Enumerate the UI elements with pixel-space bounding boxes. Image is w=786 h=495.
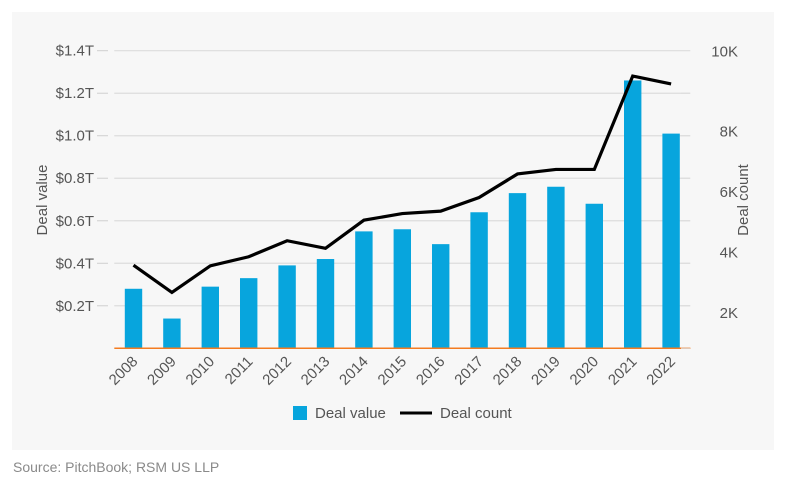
- left-tick-label: $0.4T: [56, 255, 94, 272]
- bar-2010: [201, 286, 219, 349]
- bar-2022: [662, 133, 680, 349]
- left-tick-label: $1.0T: [56, 128, 94, 145]
- left-tick-label: $1.2T: [56, 85, 94, 102]
- bar-2011: [240, 278, 258, 349]
- right-axis-ticks: 2K 4K 6K 8K 10K: [681, 44, 738, 349]
- legend-swatch-deal-value: [293, 406, 307, 420]
- right-tick-label: 8K: [720, 124, 738, 141]
- right-tick-label: 2K: [720, 305, 738, 322]
- bar-2021: [624, 80, 642, 349]
- bar-2016: [432, 244, 450, 349]
- left-tick-label: $1.4T: [56, 43, 94, 60]
- bar-2012: [278, 265, 296, 349]
- legend-label-deal-value: Deal value: [315, 405, 386, 422]
- legend-label-deal-count: Deal count: [440, 405, 513, 422]
- bar-2008: [124, 288, 143, 349]
- bar-2013: [316, 259, 335, 349]
- right-axis-title: Deal count: [735, 163, 752, 236]
- bar-2014: [355, 231, 373, 349]
- right-tick-label: 6K: [720, 184, 738, 201]
- chart-panel: [12, 12, 774, 450]
- right-tick-label: 4K: [720, 245, 738, 262]
- left-tick-label: $0.2T: [56, 298, 94, 315]
- bar-2019: [547, 186, 565, 349]
- legend: Deal value Deal count: [293, 405, 513, 422]
- deal-count-line: [132, 74, 672, 295]
- left-tick-label: $0.8T: [56, 170, 94, 187]
- left-axis-ticks: $0.2T $0.4T $0.6T $0.8T $1.0T $1.2T $1.4T: [56, 43, 108, 315]
- left-axis-title: Deal value: [34, 165, 51, 236]
- bar-2017: [470, 212, 488, 349]
- left-tick-label: $0.6T: [56, 213, 94, 230]
- bar-2015: [393, 229, 411, 349]
- bars: [124, 80, 680, 349]
- bar-2018: [508, 193, 527, 349]
- source-note: Source: PitchBook; RSM US LLP: [13, 459, 220, 475]
- bar-2009: [163, 318, 181, 349]
- bar-2020: [585, 203, 603, 349]
- right-tick-label: 10K: [711, 44, 738, 61]
